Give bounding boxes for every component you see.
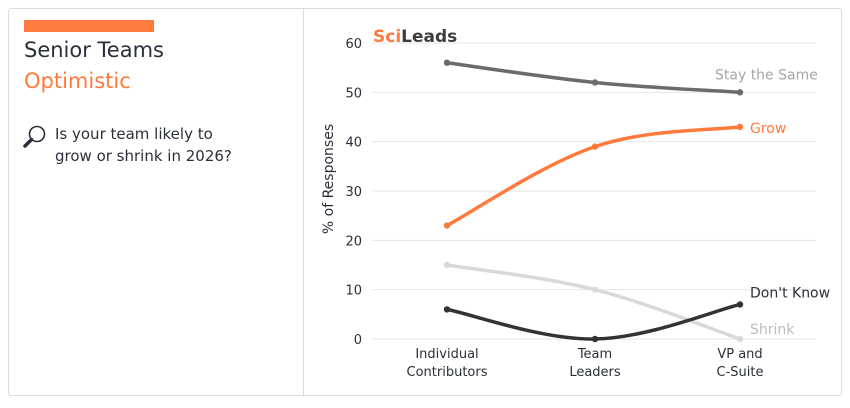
y-tick-label: 40	[345, 136, 362, 151]
y-tick-label: 60	[345, 37, 362, 52]
y-tick-label: 50	[345, 86, 362, 101]
headline: Senior Teams	[24, 38, 164, 62]
series-line-shrink	[445, 263, 742, 341]
x-tick-label: Individual	[415, 347, 478, 362]
line-chart: 0 10 20 30 40 50 60 % of Responses SciLeads In…	[321, 27, 830, 380]
data-point-don-t-know	[591, 335, 599, 343]
question-line-2: grow or shrink in 2026?	[55, 147, 232, 165]
series-labels: Shrink Stay the Same Don't Know Grow	[715, 67, 830, 338]
data-point-stay-the-same	[443, 59, 451, 66]
data-point-shrink	[591, 286, 599, 293]
series-label-stay-the-same: Stay the Same	[715, 67, 818, 83]
data-point-grow	[591, 143, 599, 150]
y-axis-ticks: 0 10 20 30 40 50 60	[345, 37, 362, 348]
scileads-logo: SciLeads	[373, 27, 457, 47]
data-point-don-t-know	[736, 301, 744, 308]
x-tick-label: Team	[577, 347, 612, 362]
data-point-stay-the-same	[736, 89, 744, 96]
y-tick-label: 0	[354, 333, 362, 348]
series-label-don-t-know: Don't Know	[750, 285, 830, 301]
data-point-grow	[443, 222, 451, 229]
data-point-grow	[736, 123, 744, 131]
y-tick-label: 30	[345, 185, 362, 200]
question-line-1: Is your team likely to	[55, 125, 213, 143]
data-point-stay-the-same	[591, 79, 599, 86]
info-panel	[8, 8, 303, 396]
headline-highlight: Optimistic	[24, 69, 131, 93]
x-axis-categories: Individual Contributors Team Leaders VP and C…	[407, 347, 764, 380]
y-axis-label: % of Responses	[321, 124, 337, 234]
accent-bar	[24, 20, 154, 32]
x-tick-label: Contributors	[407, 365, 488, 380]
series-label-grow: Grow	[750, 121, 786, 137]
magnifier-icon	[23, 125, 46, 148]
series-label-shrink: Shrink	[750, 322, 795, 338]
data-point-don-t-know	[443, 306, 451, 313]
x-tick-label: Leaders	[569, 365, 621, 380]
data-point-shrink	[443, 261, 451, 269]
y-tick-label: 10	[345, 284, 362, 299]
chart-panel	[303, 8, 842, 396]
x-tick-label: C-Suite	[717, 365, 764, 380]
data-point-shrink	[736, 335, 744, 343]
series-lines	[443, 59, 744, 343]
x-tick-label: VP and	[717, 347, 762, 362]
y-tick-label: 20	[345, 234, 362, 249]
series-line-stay-the-same	[445, 60, 742, 95]
survey-question: Is your team likely to grow or shrink in…	[55, 123, 285, 167]
